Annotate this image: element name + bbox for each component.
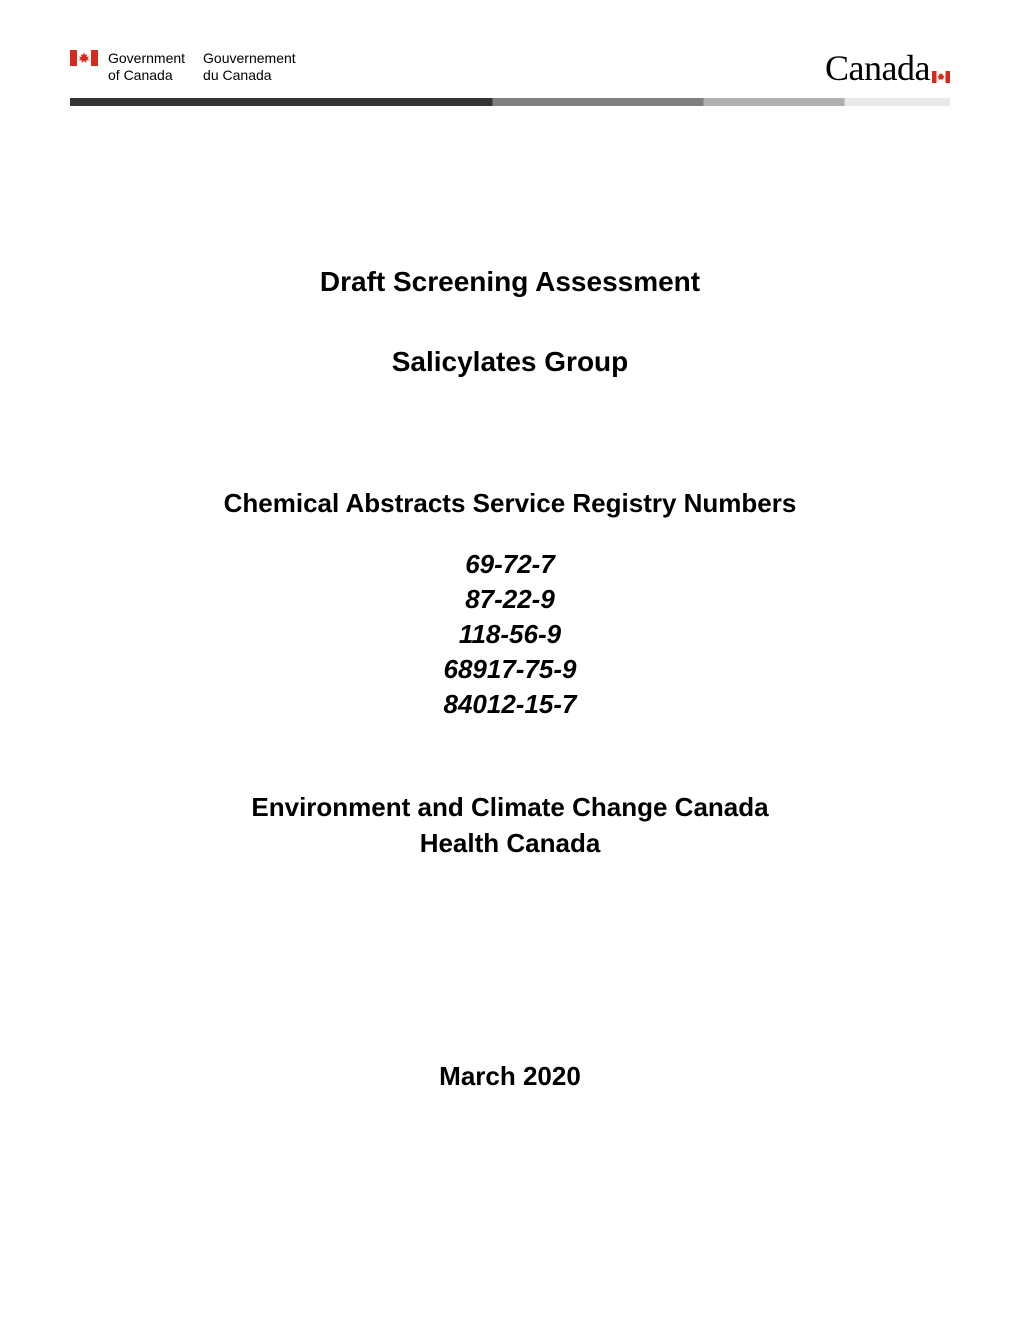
signature-en-line1: Government	[108, 50, 185, 67]
canada-flag-icon	[70, 50, 98, 80]
canada-wordmark: Canada	[825, 50, 950, 86]
document-content: Draft Screening Assessment Salicylates G…	[70, 266, 950, 1092]
agency-name: Environment and Climate Change Canada	[70, 790, 950, 825]
cas-number: 118-56-9	[70, 617, 950, 652]
government-signature: Government of Canada Gouvernement du Can…	[70, 50, 296, 84]
cas-heading: Chemical Abstracts Service Registry Numb…	[70, 488, 950, 519]
wordmark-text: Canada	[825, 50, 930, 86]
signature-fr-line1: Gouvernement	[203, 50, 296, 67]
cas-numbers-list: 69-72-7 87-22-9 118-56-9 68917-75-9 8401…	[70, 547, 950, 722]
agency-name: Health Canada	[70, 826, 950, 861]
signature-text: Government of Canada Gouvernement du Can…	[108, 50, 296, 84]
document-title-line2: Salicylates Group	[70, 346, 950, 378]
signature-en-line2: of Canada	[108, 67, 185, 84]
document-date: March 2020	[70, 1061, 950, 1092]
cas-number: 84012-15-7	[70, 687, 950, 722]
cas-number: 87-22-9	[70, 582, 950, 617]
document-title-line1: Draft Screening Assessment	[70, 266, 950, 298]
cas-number: 69-72-7	[70, 547, 950, 582]
signature-fr-line2: du Canada	[203, 67, 296, 84]
wordmark-flag-icon	[932, 52, 950, 66]
signature-french: Gouvernement du Canada	[203, 50, 296, 84]
signature-english: Government of Canada	[108, 50, 185, 84]
page-container: Government of Canada Gouvernement du Can…	[0, 0, 1020, 1142]
cas-number: 68917-75-9	[70, 652, 950, 687]
header-divider-bar	[70, 98, 950, 106]
page-header: Government of Canada Gouvernement du Can…	[70, 50, 950, 86]
agencies-list: Environment and Climate Change Canada He…	[70, 790, 950, 860]
